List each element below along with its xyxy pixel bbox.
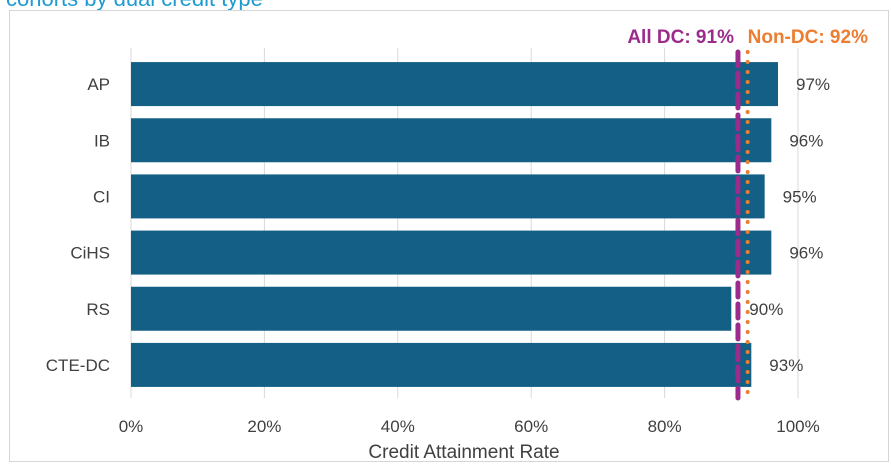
x-tick-label: 80% bbox=[648, 417, 682, 436]
value-label: 93% bbox=[769, 356, 803, 375]
value-label: 97% bbox=[796, 75, 830, 94]
ref-label-all-dc: All DC: 91% bbox=[627, 27, 734, 48]
bar-ci bbox=[131, 174, 765, 219]
bar-cte-dc bbox=[131, 342, 752, 387]
x-tick-label: 0% bbox=[119, 417, 144, 436]
bar-rs bbox=[131, 286, 732, 331]
x-axis-title: Credit Attainment Rate bbox=[368, 442, 559, 463]
bar-cihs bbox=[131, 230, 772, 275]
x-tick-label: 100% bbox=[776, 417, 819, 436]
chart-frame bbox=[9, 10, 889, 462]
category-label: AP bbox=[87, 75, 110, 94]
category-label: CI bbox=[93, 187, 110, 206]
bar-ib bbox=[131, 118, 772, 163]
value-label: 90% bbox=[749, 300, 783, 319]
value-label: 96% bbox=[789, 131, 823, 150]
category-label: IB bbox=[94, 131, 110, 150]
bar-ap bbox=[131, 62, 778, 107]
chart-title: cohorts by dual credit type bbox=[6, 0, 263, 12]
value-label: 96% bbox=[789, 244, 823, 263]
value-label: 95% bbox=[783, 187, 817, 206]
category-label: CTE-DC bbox=[46, 356, 110, 375]
ref-label-non-dc: Non-DC: 92% bbox=[748, 27, 868, 48]
category-label: RS bbox=[86, 300, 110, 319]
x-tick-label: 20% bbox=[247, 417, 281, 436]
x-tick-label: 60% bbox=[514, 417, 548, 436]
x-tick-label: 40% bbox=[381, 417, 415, 436]
category-label: CiHS bbox=[70, 244, 110, 263]
